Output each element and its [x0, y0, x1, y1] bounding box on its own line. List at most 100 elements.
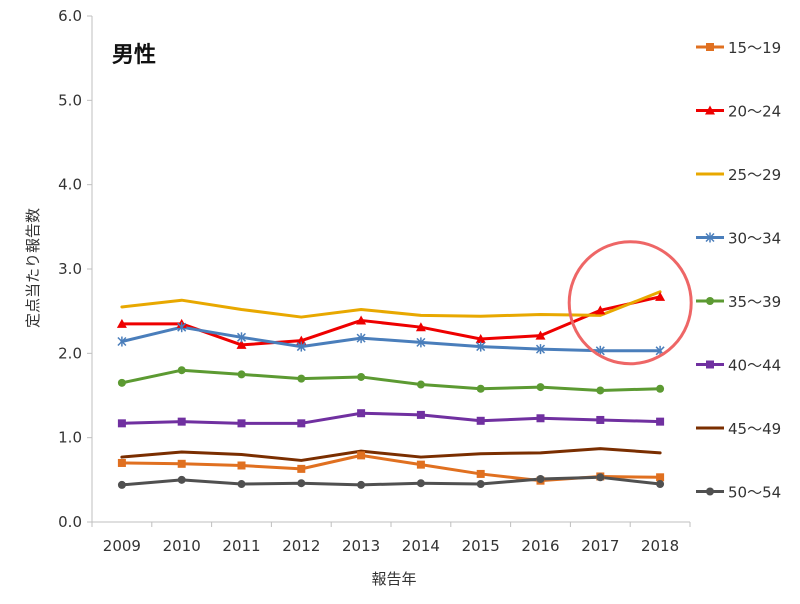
- circle-marker: [117, 378, 126, 387]
- star-marker: [117, 336, 127, 347]
- axes: 0.0 1.0 2.0 3.0 4.0 5.0 6.0 2009 2010 2011 2012 201…: [58, 7, 691, 555]
- triangle-marker: [475, 333, 486, 343]
- legend-item: 40～44: [696, 357, 781, 375]
- series-markers: [116, 291, 666, 489]
- x-tick-label: 2009: [103, 537, 141, 555]
- circle-marker: [476, 384, 485, 393]
- circle-marker: [357, 480, 366, 489]
- circle-marker: [117, 480, 126, 489]
- y-tick-label: 1.0: [58, 429, 82, 447]
- legend-item: 50～54: [696, 484, 781, 502]
- x-tick-label: 2013: [342, 537, 380, 555]
- square-marker: [357, 451, 366, 460]
- star-marker: [535, 344, 546, 355]
- triangle-marker: [415, 322, 426, 332]
- star-marker: [296, 341, 306, 352]
- circle-marker: [706, 297, 714, 305]
- triangle-marker: [296, 335, 307, 345]
- star-marker: [356, 333, 366, 344]
- circle-marker: [536, 474, 545, 483]
- x-tick-label: 2012: [282, 537, 320, 555]
- y-tick-label: 4.0: [58, 176, 82, 194]
- x-tick-label: 2017: [581, 537, 619, 555]
- y-tick-label: 6.0: [58, 7, 82, 25]
- circle-marker: [416, 380, 425, 389]
- legend-item: 15～19: [696, 39, 781, 57]
- star-marker: [416, 337, 426, 348]
- square-marker: [656, 417, 665, 426]
- square-marker: [177, 417, 186, 426]
- series-line: [120, 295, 662, 347]
- circle-marker: [177, 366, 186, 375]
- star-marker: [705, 232, 715, 243]
- legend-item: 35～39: [696, 293, 781, 311]
- square-marker: [596, 415, 605, 424]
- star-marker: [177, 322, 187, 333]
- x-tick-label: 2016: [521, 537, 559, 555]
- triangle-marker: [116, 318, 127, 328]
- triangle-marker: [356, 315, 367, 325]
- square-marker: [706, 43, 714, 51]
- square-marker: [476, 416, 485, 425]
- circle-marker: [237, 370, 246, 379]
- circle-marker: [656, 384, 665, 393]
- circle-marker: [357, 372, 366, 381]
- square-marker: [237, 461, 246, 470]
- x-axis-title: 報告年: [371, 570, 416, 588]
- legend-label: 15～19: [728, 39, 781, 57]
- square-marker: [536, 414, 545, 423]
- series-line: [120, 325, 662, 353]
- legend-label: 30～34: [728, 230, 781, 248]
- annotations: [567, 240, 693, 366]
- triangle-marker: [535, 330, 546, 340]
- circle-marker: [297, 479, 306, 488]
- x-tick-label: 2015: [462, 537, 500, 555]
- y-tick-label: 0.0: [58, 513, 82, 531]
- square-marker: [237, 419, 246, 428]
- square-marker: [706, 360, 714, 369]
- x-tick-label: 2018: [641, 537, 679, 555]
- star-marker: [476, 341, 486, 352]
- legend-item: 20～24: [696, 103, 781, 121]
- series-line: [120, 290, 662, 319]
- square-marker: [416, 460, 425, 469]
- circle-marker: [476, 480, 485, 489]
- chart-title: 男性: [112, 43, 156, 68]
- star-marker: [236, 332, 247, 343]
- series-line: [120, 368, 662, 392]
- legend-item: 25～29: [696, 166, 781, 184]
- series-lines: [120, 290, 662, 487]
- triangle-marker: [705, 105, 715, 115]
- triangle-marker: [595, 305, 606, 315]
- circle-marker: [656, 480, 665, 489]
- x-tick-label: 2014: [402, 537, 440, 555]
- legend-label: 25～29: [728, 166, 781, 184]
- legend-item: 30～34: [696, 230, 781, 248]
- series-line: [120, 475, 662, 487]
- triangle-marker: [655, 291, 666, 301]
- square-marker: [416, 410, 425, 419]
- legend-label: 40～44: [728, 357, 781, 375]
- legend: 15～19 20～24 25～29 30～34 35～39 40～44 45～49 50～54: [696, 39, 781, 502]
- square-marker: [297, 464, 306, 473]
- y-tick-label: 2.0: [58, 344, 82, 362]
- circle-marker: [536, 383, 545, 392]
- square-marker: [656, 473, 665, 482]
- x-tick-label: 2011: [222, 537, 260, 555]
- circle-marker: [596, 386, 605, 395]
- y-tick-label: 3.0: [58, 260, 82, 278]
- circle-marker: [297, 374, 306, 383]
- legend-label: 50～54: [728, 484, 781, 502]
- circle-marker: [706, 487, 714, 496]
- circle-marker: [177, 475, 186, 484]
- legend-item: 45～49: [696, 420, 781, 438]
- x-tick-label: 2010: [163, 537, 201, 555]
- y-axis-title: 定点当たり報告数: [24, 208, 42, 328]
- square-marker: [297, 419, 306, 428]
- legend-label: 45～49: [728, 420, 781, 438]
- circle-marker: [416, 479, 425, 488]
- square-marker: [117, 419, 126, 428]
- square-marker: [357, 409, 366, 418]
